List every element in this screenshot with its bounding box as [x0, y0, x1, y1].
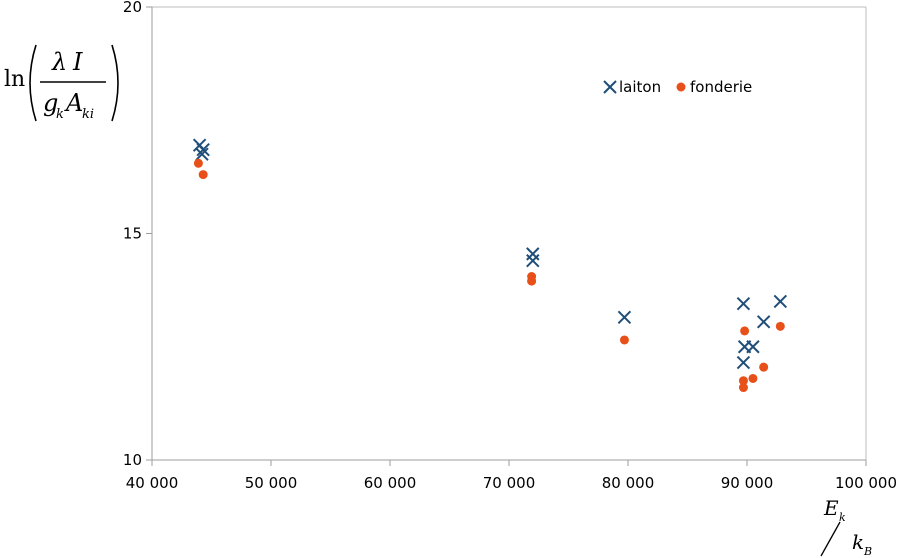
series-laiton [192, 138, 788, 370]
y-tick-label: 20 [123, 0, 142, 16]
y-axis-label: ln λ I g k A ki [4, 44, 119, 122]
laiton-point [736, 355, 751, 370]
x-tick-label: 80 000 [602, 474, 655, 492]
svg-text:g: g [43, 89, 58, 117]
x-tick-label: 70 000 [483, 474, 536, 492]
svg-text:k: k [839, 511, 846, 524]
laiton-point [773, 294, 788, 309]
x-axis-ticks: 40 000 50 000 60 000 70 000 80 000 90 000 100 … [126, 460, 897, 492]
x-tick-label: 50 000 [245, 474, 298, 492]
fonderie-point [738, 383, 748, 393]
fonderie-legend-marker [676, 82, 686, 92]
y-tick-label: 10 [123, 451, 142, 469]
laiton-legend-marker [603, 80, 617, 94]
legend: laiton fonderie [603, 78, 752, 96]
fonderie-point [619, 335, 629, 345]
svg-text:k: k [852, 530, 864, 554]
data-points [192, 138, 788, 393]
laiton-point [526, 247, 540, 261]
legend-label-fonderie: fonderie [690, 78, 752, 96]
fonderie-point [193, 158, 203, 168]
x-tick-label: 40 000 [126, 474, 179, 492]
svg-text:A: A [64, 89, 83, 117]
svg-text:E: E [823, 496, 839, 520]
laiton-point [736, 297, 751, 311]
x-axis-label: E k k B [820, 496, 872, 558]
svg-text:B: B [863, 545, 872, 558]
fonderie-point [748, 373, 758, 383]
laiton-point [617, 310, 632, 325]
laiton-point [756, 315, 771, 329]
x-tick-label: 90 000 [721, 474, 774, 492]
x-tick-label: 100 000 [835, 474, 897, 492]
plot-frame [151, 6, 867, 461]
fonderie-point [527, 276, 537, 286]
svg-text:ln: ln [4, 67, 25, 92]
fonderie-point [775, 321, 785, 331]
y-tick-label: 15 [123, 225, 142, 243]
y-axis-ticks: 10 15 20 [123, 0, 152, 469]
fonderie-point [198, 170, 208, 180]
svg-text:ki: ki [82, 107, 94, 122]
svg-text:λ: λ [51, 48, 67, 76]
fonderie-point [738, 376, 748, 386]
laiton-point [195, 147, 209, 161]
laiton-point [196, 142, 210, 157]
series-fonderie [193, 158, 785, 393]
legend-label-laiton: laiton [619, 78, 661, 96]
x-tick-label: 60 000 [364, 474, 417, 492]
svg-text:I: I [72, 48, 83, 76]
laiton-point [746, 340, 760, 354]
laiton-point [526, 253, 540, 268]
fonderie-point [759, 362, 769, 372]
fonderie-point [740, 326, 750, 336]
svg-text:k: k [56, 107, 64, 122]
